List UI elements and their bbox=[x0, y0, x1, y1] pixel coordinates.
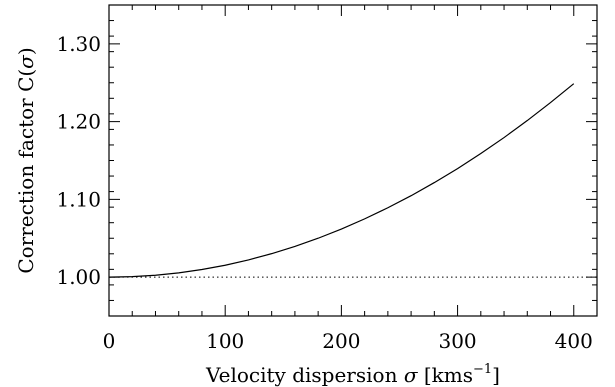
series-line bbox=[108, 83, 575, 278]
y-tick-label: 1.00 bbox=[56, 265, 101, 289]
y-tick-label: 1.10 bbox=[56, 187, 101, 211]
y-tick-label: 1.30 bbox=[56, 32, 101, 56]
x-tick-label: 0 bbox=[103, 329, 116, 353]
x-axis-label: Velocity dispersion σ [kms−1] bbox=[205, 362, 500, 387]
y-axis-label: Correction factor C(σ) bbox=[14, 47, 38, 273]
x-tick-label: 300 bbox=[438, 329, 476, 353]
plot-area: 0 100 200 300 400 1.00 1.10 1.20 1.30 bbox=[56, 4, 598, 353]
x-tick-label: 400 bbox=[555, 329, 593, 353]
plot-frame bbox=[108, 4, 598, 317]
x-tick-label: 100 bbox=[206, 329, 244, 353]
x-tick-label: 200 bbox=[322, 329, 360, 353]
y-tick-label: 1.20 bbox=[56, 110, 101, 134]
